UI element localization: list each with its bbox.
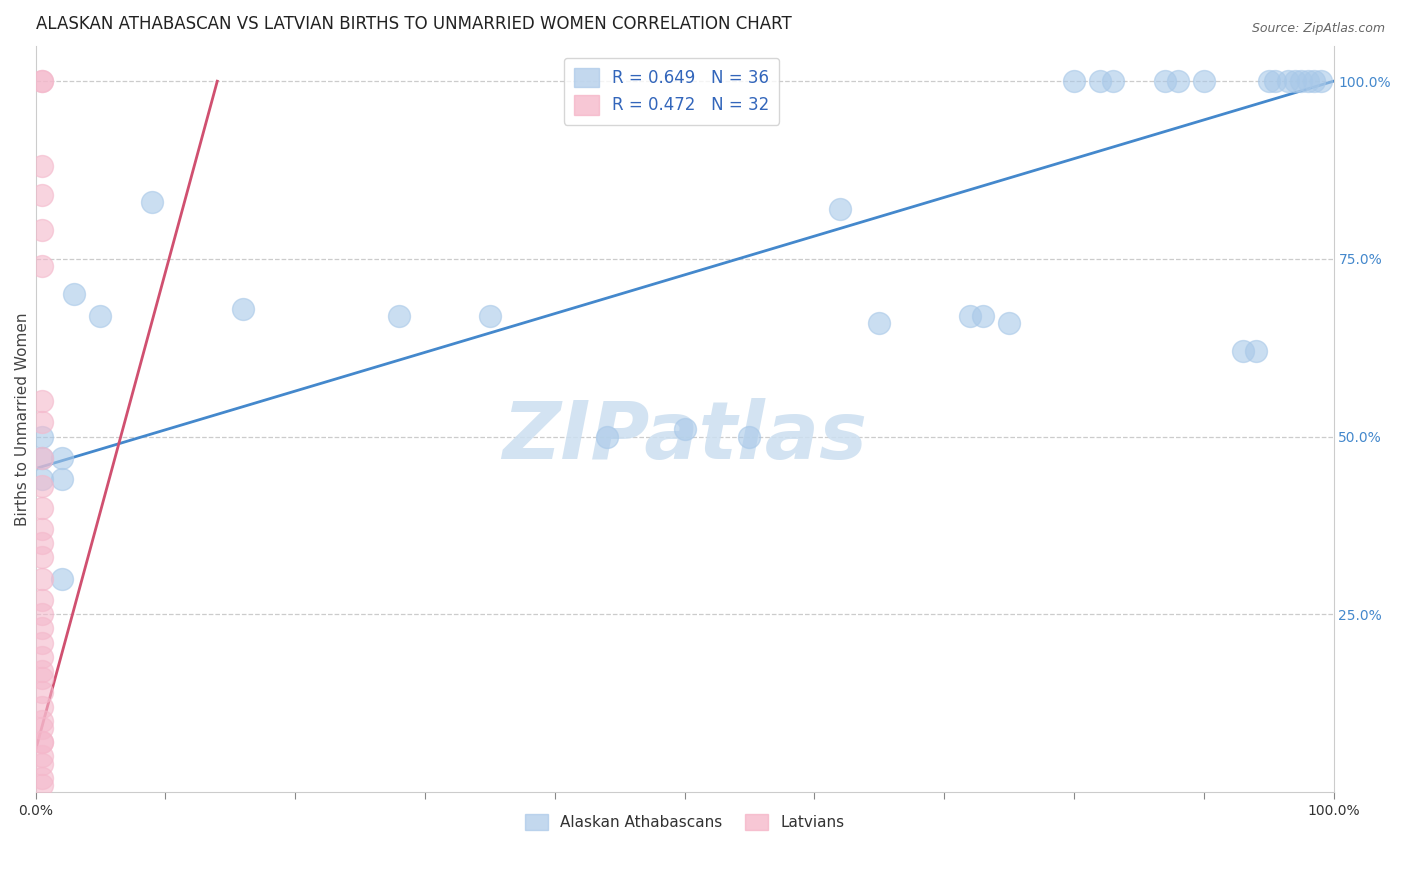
Point (31, 649, 53, 664)
Point (31, 472, 53, 486)
Y-axis label: Births to Unmarried Women: Births to Unmarried Women (15, 312, 30, 525)
Point (1063, 74, 1085, 88)
Point (31, 735, 53, 749)
Point (51, 472, 73, 486)
Text: ZIPatlas: ZIPatlas (502, 399, 868, 476)
Point (31, 671, 53, 685)
Point (738, 429, 761, 443)
Point (31, 74, 53, 88)
Point (1289, 74, 1312, 88)
Point (51, 450, 73, 465)
Point (31, 259, 53, 273)
Point (31, 699, 53, 714)
Legend: Alaskan Athabascans, Latvians: Alaskan Athabascans, Latvians (519, 807, 851, 837)
Point (1257, 74, 1279, 88)
Point (31, 550, 53, 565)
Point (1296, 74, 1319, 88)
Point (673, 422, 696, 436)
Point (31, 636, 53, 650)
Point (31, 500, 53, 515)
Point (31, 479, 53, 493)
Point (31, 450, 53, 465)
Point (31, 394, 53, 409)
Point (31, 429, 53, 443)
Point (31, 593, 53, 607)
Point (1167, 74, 1189, 88)
Point (31, 749, 53, 764)
Point (1284, 74, 1306, 88)
Point (1192, 74, 1215, 88)
Point (388, 309, 411, 323)
Point (31, 735, 53, 749)
Point (63, 287, 86, 301)
Point (478, 309, 501, 323)
Point (31, 572, 53, 586)
Point (31, 756, 53, 771)
Point (1264, 74, 1286, 88)
Point (31, 160, 53, 174)
Point (232, 301, 254, 316)
Point (31, 607, 53, 622)
Point (1244, 344, 1267, 359)
Point (31, 721, 53, 735)
Point (31, 714, 53, 728)
Point (972, 309, 994, 323)
Point (595, 429, 617, 443)
Point (51, 572, 73, 586)
Point (31, 536, 53, 550)
Point (31, 450, 53, 465)
Point (998, 316, 1021, 330)
Point (1309, 74, 1331, 88)
Point (31, 664, 53, 678)
Point (31, 778, 53, 792)
Point (31, 771, 53, 785)
Point (31, 74, 53, 88)
Point (959, 309, 981, 323)
Text: Source: ZipAtlas.com: Source: ZipAtlas.com (1251, 22, 1385, 36)
Point (1088, 74, 1111, 88)
Point (31, 416, 53, 430)
Point (89, 309, 111, 323)
Text: ALASKAN ATHABASCAN VS LATVIAN BIRTHS TO UNMARRIED WOMEN CORRELATION CHART: ALASKAN ATHABASCAN VS LATVIAN BIRTHS TO … (35, 15, 792, 33)
Point (868, 316, 890, 330)
Point (830, 202, 852, 216)
Point (1153, 74, 1175, 88)
Point (1102, 74, 1125, 88)
Point (141, 194, 163, 209)
Point (31, 685, 53, 699)
Point (1303, 74, 1326, 88)
Point (31, 223, 53, 237)
Point (31, 188, 53, 202)
Point (31, 622, 53, 636)
Point (1232, 344, 1254, 359)
Point (31, 522, 53, 536)
Point (1277, 74, 1299, 88)
